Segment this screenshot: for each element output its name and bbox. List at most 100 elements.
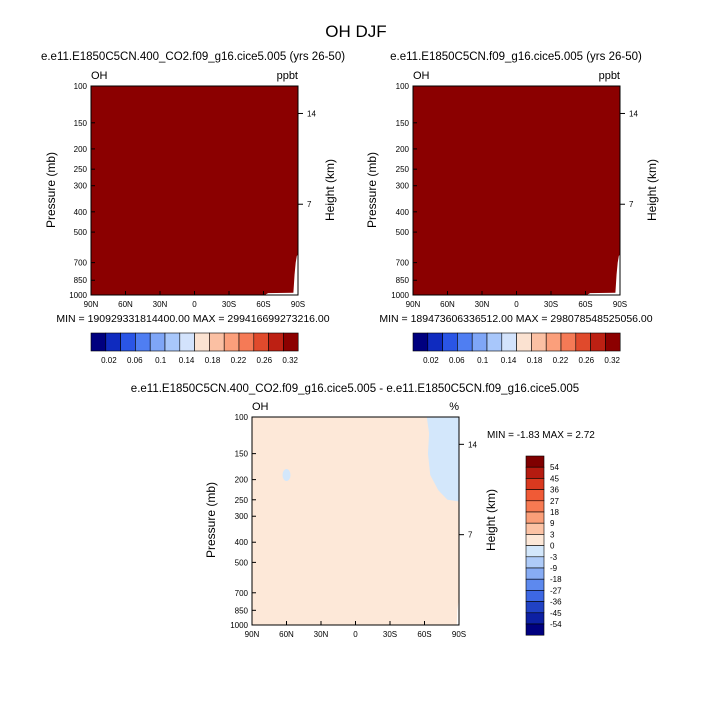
panel1-pressure-tick-label: 200 — [74, 145, 88, 154]
panel2-colorbar-label: 0.22 — [553, 356, 569, 365]
panel1-pressure-tick-label: 1000 — [69, 291, 87, 300]
panel3-colorbar-swatch — [525, 590, 545, 602]
panel2-right-axis-label: Height (km) — [645, 159, 659, 221]
panel1-colorbar-swatch — [268, 332, 284, 352]
panel2-colorbar-swatch — [575, 332, 591, 352]
figure-title: OH DJF — [325, 22, 386, 41]
panel1-colorbar-label: 0.06 — [127, 356, 143, 365]
panel2-colorbar-swatch — [605, 332, 621, 352]
panel3-colorbar-label: 3 — [550, 530, 555, 539]
panel3-lat-tick-label: 60S — [417, 630, 431, 639]
panel2-variable-label: OH — [413, 70, 430, 82]
panel2-colorbar-label: 0.32 — [604, 356, 620, 365]
panel3-colorbar-label: -54 — [550, 620, 562, 629]
panel1-colorbar-label: 0.26 — [257, 356, 273, 365]
panel3-colorbar-swatch — [525, 623, 545, 636]
panel1-colorbar-swatch — [90, 332, 107, 352]
panel1-lat-tick-label: 0 — [192, 300, 197, 309]
panel1-missing-data-region — [264, 254, 298, 295]
panel2-pressure-tick-label: 100 — [396, 82, 410, 91]
panel2-missing-data-region — [586, 254, 620, 295]
panel3-colorbar-swatch — [525, 455, 545, 468]
panel3-lat-tick-label: 90N — [245, 630, 260, 639]
panel3-pressure-tick-label: 500 — [235, 558, 249, 567]
panel1-colorbar-swatch — [283, 332, 299, 352]
panel3-y-axis-label: Pressure (mb) — [204, 482, 218, 558]
panel3-pressure-tick-label: 200 — [235, 476, 249, 485]
panel2-colorbar-swatch — [560, 332, 577, 352]
panel1-title: e.e11.E1850C5CN.400_CO2.f09_g16.cice5.00… — [41, 51, 345, 63]
panel3-colorbar-label: 18 — [550, 508, 559, 517]
panel3-colorbar-swatch — [525, 612, 545, 625]
panel3-colorbar-label: 27 — [550, 497, 559, 506]
panel3-min-max: MIN = -1.83 MAX = 2.72 — [487, 430, 595, 441]
panel1-height-tick-label: 7 — [307, 200, 312, 209]
panel1-colorbar-label: 0.1 — [155, 356, 167, 365]
panel3-variable-label: OH — [252, 401, 269, 413]
panel1-pressure-tick-label: 850 — [74, 276, 88, 285]
panel1-pressure-tick-label: 300 — [74, 182, 88, 191]
panel2-min-max: MIN = 189473606336512.00 MAX = 298078548… — [379, 313, 652, 325]
panel2-pressure-tick-label: 300 — [396, 182, 410, 191]
panel3-colorbar-label: 54 — [550, 463, 559, 472]
panel1-lat-tick-label: 60S — [256, 300, 270, 309]
panel3-lat-tick-label: 30N — [314, 630, 329, 639]
panel2-pressure-tick-label: 500 — [396, 228, 410, 237]
panel1-colorbar-swatch — [149, 332, 166, 352]
panel3-pressure-tick-label: 300 — [235, 512, 249, 521]
panel2-lat-tick-label: 90S — [613, 300, 627, 309]
panel2-colorbar-label: 0.18 — [527, 356, 543, 365]
panel2-lat-tick-label: 90N — [406, 300, 421, 309]
panel3-pressure-tick-label: 250 — [235, 496, 249, 505]
panel2-colorbar-swatch — [516, 332, 532, 352]
panel2-colorbar-swatch — [412, 332, 429, 352]
panel2-y-axis-label: Pressure (mb) — [365, 152, 379, 228]
panel3-right-axis-label: Height (km) — [484, 489, 498, 551]
panel3-colorbar-label: 9 — [550, 519, 555, 528]
panel1-colorbar-swatch — [164, 332, 181, 352]
panel3-negative-patch — [282, 468, 291, 481]
panel2-height-tick-label: 14 — [629, 109, 638, 118]
panel2-lat-tick-label: 60N — [440, 300, 455, 309]
panel2-colorbar-swatch — [486, 332, 503, 352]
panel1-pressure-tick-label: 500 — [74, 228, 88, 237]
panel2-colorbar-swatch — [501, 332, 517, 352]
panel2-colorbar-swatch — [545, 332, 562, 352]
panel1-lat-tick-label: 90N — [84, 300, 99, 309]
panel2-pressure-tick-label: 400 — [396, 208, 410, 217]
panel2-colorbar-label: 0.02 — [423, 356, 439, 365]
panel3-colorbar-label: -36 — [550, 598, 562, 607]
panel1-colorbar-swatch — [135, 332, 151, 352]
panel1-variable-label: OH — [91, 70, 108, 82]
panel3-colorbar-label: -3 — [550, 553, 558, 562]
panel2-colorbar-label: 0.26 — [579, 356, 595, 365]
panel2-pressure-tick-label: 700 — [396, 259, 410, 268]
panel2-field-fill — [413, 86, 620, 295]
panel2-colorbar-swatch — [457, 332, 473, 352]
panel2-lat-tick-label: 30S — [544, 300, 558, 309]
panel3-colorbar-label: 36 — [550, 486, 559, 495]
panel1-lat-tick-label: 90S — [291, 300, 305, 309]
panel2-pressure-tick-label: 150 — [396, 119, 410, 128]
panel2-colorbar-swatch — [427, 332, 443, 352]
panel2-lat-tick-label: 0 — [514, 300, 519, 309]
panel3-colorbar-swatch — [525, 500, 545, 513]
panel2-colorbar-swatch — [471, 332, 488, 352]
panel1-colorbar-label: 0.02 — [101, 356, 117, 365]
panel1-lat-tick-label: 30S — [222, 300, 236, 309]
panel1-colorbar-swatch — [253, 332, 269, 352]
panel1-colorbar-label: 0.32 — [282, 356, 298, 365]
panel1-colorbar-swatch — [209, 332, 225, 352]
panel3-lat-tick-label: 0 — [353, 630, 358, 639]
panel2-colorbar-swatch — [590, 332, 606, 352]
panel2-colorbar-label: 0.1 — [477, 356, 489, 365]
panel2-colorbar-swatch — [442, 332, 458, 352]
panel2-pressure-tick-label: 850 — [396, 276, 410, 285]
panel2-pressure-tick-label: 1000 — [391, 291, 409, 300]
panel3-colorbar-swatch — [525, 522, 545, 535]
panel3-missing-data-region — [456, 600, 459, 625]
panel3-colorbar-label: 0 — [550, 542, 555, 551]
panel3-colorbar-label: 45 — [550, 474, 559, 483]
panel1-min-max: MIN = 190929331814400.00 MAX = 299416699… — [56, 313, 329, 325]
